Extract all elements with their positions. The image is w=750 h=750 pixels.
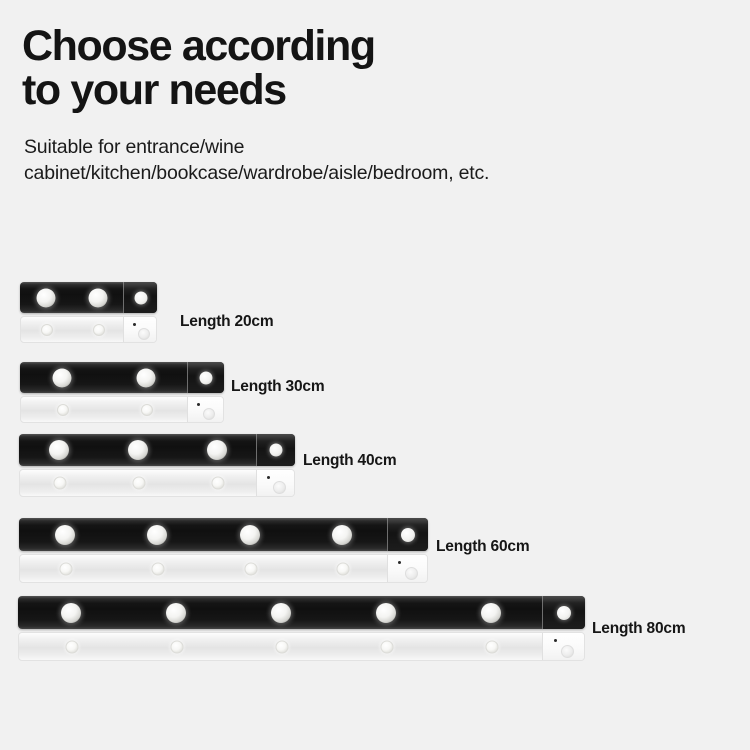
led-lamp-icon (207, 440, 228, 460)
sensor-indicator-dot-icon (554, 639, 557, 642)
led-lamp-icon (151, 562, 165, 575)
subtitle-line-1: Suitable for entrance/wine (24, 136, 245, 158)
led-lamp-icon (480, 602, 501, 623)
led-lamp-icon (165, 602, 186, 623)
led-lamp-icon (55, 524, 76, 545)
led-bar-white (20, 316, 157, 343)
led-lamp-icon (375, 602, 396, 623)
motion-sensor-module (187, 397, 223, 422)
led-lamp-icon (57, 403, 69, 416)
sensor-led-icon (401, 527, 415, 542)
sensor-lens-icon (561, 645, 574, 658)
led-lamp-icon (41, 323, 53, 336)
led-lamp-icon (170, 640, 183, 653)
led-lamp-icon (60, 602, 81, 623)
sensor-lens-icon (203, 408, 215, 420)
led-lamp-icon (141, 403, 153, 416)
led-bar-white (20, 396, 224, 423)
sensor-indicator-dot-icon (197, 403, 200, 406)
motion-sensor-module (187, 362, 224, 393)
led-lamp-icon (244, 562, 258, 575)
led-lamp-icon (36, 288, 56, 307)
led-bar-black (18, 596, 585, 629)
sensor-led-icon (557, 605, 571, 620)
led-lamp-icon (485, 640, 498, 653)
motion-sensor-module (387, 555, 427, 582)
sensor-lens-icon (138, 328, 150, 340)
motion-sensor-module (256, 434, 295, 466)
led-lamp-icon (275, 640, 288, 653)
led-lamp-icon (65, 640, 78, 653)
sensor-led-icon (199, 371, 213, 384)
length-label: Length 60cm (436, 538, 530, 555)
led-lamp-icon (59, 562, 73, 575)
led-lamp-icon (48, 440, 69, 460)
length-label: Length 40cm (303, 452, 397, 469)
sensor-indicator-dot-icon (267, 476, 270, 479)
led-bar-black (20, 362, 224, 393)
led-lamp-icon (52, 368, 72, 387)
motion-sensor-module (542, 596, 585, 629)
page-title: Choose according to your needs (22, 24, 722, 113)
sensor-indicator-dot-icon (398, 561, 401, 564)
sensor-led-icon (269, 443, 283, 457)
motion-sensor-module (123, 282, 157, 313)
motion-sensor-module (387, 518, 428, 551)
motion-sensor-module (123, 317, 156, 342)
length-label: Length 80cm (592, 620, 686, 637)
sensor-led-icon (134, 291, 147, 304)
motion-sensor-module (256, 470, 294, 496)
led-lamp-icon (93, 323, 105, 336)
subtitle-line-2: cabinet/kitchen/bookcase/wardrobe/aisle/… (24, 161, 490, 184)
length-label: Length 20cm (180, 313, 274, 330)
led-lamp-icon (239, 524, 260, 545)
led-bar-black (20, 282, 157, 313)
headline-line-1: Choose according (22, 22, 376, 70)
led-lamp-icon (136, 368, 156, 387)
led-lamp-icon (128, 440, 148, 460)
led-lamp-icon (147, 524, 168, 545)
led-lamp-icon (331, 524, 352, 545)
led-bar-white (19, 469, 295, 497)
led-lamp-icon (270, 602, 291, 623)
length-label: Length 30cm (231, 378, 325, 395)
led-lamp-icon (53, 476, 67, 490)
sensor-lens-icon (273, 481, 286, 494)
led-bar-white (18, 632, 585, 661)
sensor-lens-icon (405, 567, 418, 580)
led-bar-black (19, 434, 295, 466)
motion-sensor-module (542, 633, 584, 660)
led-lamp-icon (336, 562, 350, 575)
led-lamp-icon (132, 476, 146, 490)
headline-line-2: to your needs (22, 66, 287, 115)
led-lamp-icon (211, 476, 225, 490)
led-lamp-icon (88, 288, 108, 307)
led-bar-white (19, 554, 428, 583)
sensor-indicator-dot-icon (133, 323, 136, 326)
led-bar-black (19, 518, 428, 551)
led-lamp-icon (380, 640, 393, 653)
page-subtitle: Suitable for entrance/wine cabinet/kitch… (24, 135, 714, 187)
